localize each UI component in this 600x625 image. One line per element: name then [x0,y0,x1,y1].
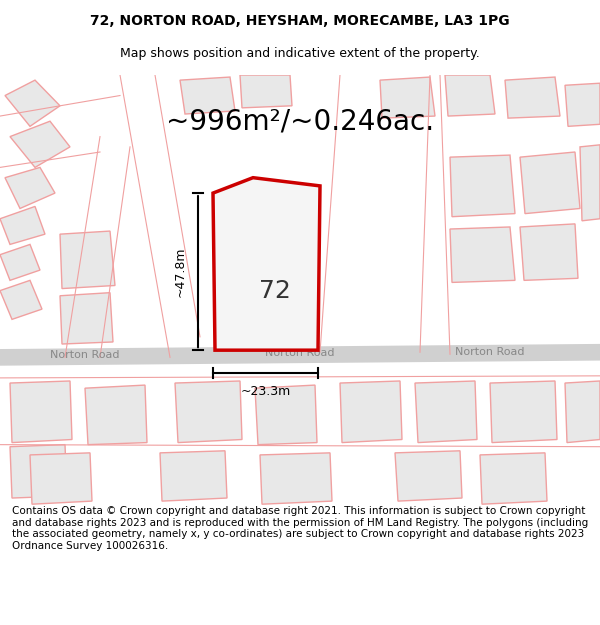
Polygon shape [213,177,320,350]
Polygon shape [565,83,600,126]
Polygon shape [0,281,42,319]
Text: Norton Road: Norton Road [50,351,120,361]
Polygon shape [450,155,515,217]
Polygon shape [480,453,547,504]
Polygon shape [85,385,147,444]
Polygon shape [340,381,402,442]
Text: 72: 72 [259,279,291,302]
Polygon shape [160,451,227,501]
Polygon shape [180,77,235,114]
Text: Contains OS data © Crown copyright and database right 2021. This information is : Contains OS data © Crown copyright and d… [12,506,588,551]
Text: Map shows position and indicative extent of the property.: Map shows position and indicative extent… [120,48,480,61]
Text: 72, NORTON ROAD, HEYSHAM, MORECAMBE, LA3 1PG: 72, NORTON ROAD, HEYSHAM, MORECAMBE, LA3… [90,14,510,28]
Polygon shape [255,385,317,444]
Polygon shape [10,381,72,442]
Polygon shape [10,444,67,498]
Polygon shape [5,80,60,126]
Polygon shape [395,451,462,501]
Polygon shape [0,244,40,281]
Polygon shape [505,77,560,118]
Polygon shape [450,227,515,282]
Polygon shape [175,381,242,442]
Polygon shape [10,121,70,168]
Polygon shape [565,381,600,442]
Text: Norton Road: Norton Road [265,348,335,358]
Text: Norton Road: Norton Road [455,348,525,358]
Text: ~47.8m: ~47.8m [173,246,187,297]
Polygon shape [445,75,495,116]
Text: ~23.3m: ~23.3m [241,385,290,398]
Polygon shape [5,168,55,209]
Polygon shape [415,381,477,442]
Polygon shape [520,152,580,214]
Polygon shape [380,77,435,118]
Polygon shape [490,381,557,442]
Polygon shape [520,224,578,281]
Polygon shape [0,206,45,244]
Polygon shape [60,292,113,344]
Text: ~996m²/~0.246ac.: ~996m²/~0.246ac. [166,107,434,135]
Polygon shape [580,145,600,221]
Polygon shape [240,75,292,108]
Polygon shape [260,453,332,504]
Polygon shape [30,453,92,504]
Polygon shape [60,231,115,289]
